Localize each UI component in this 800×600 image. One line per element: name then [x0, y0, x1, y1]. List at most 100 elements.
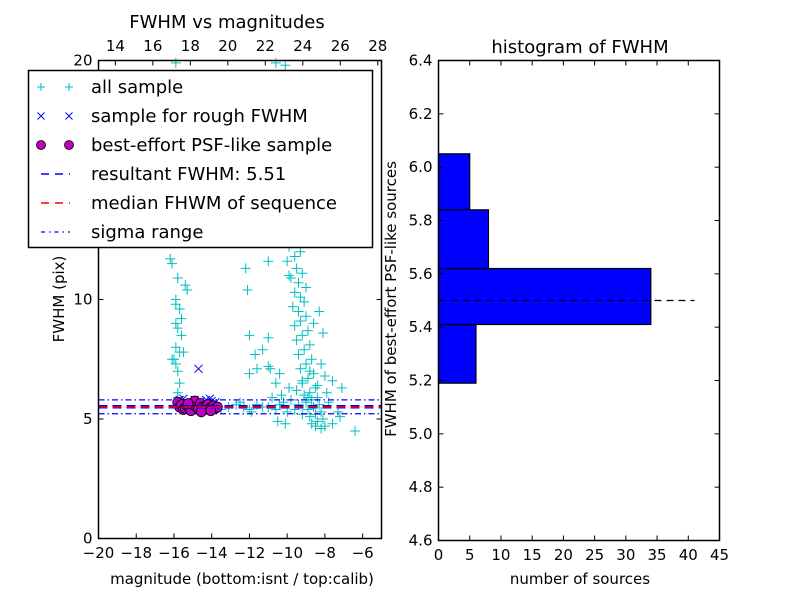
all-sample-point: [299, 344, 310, 355]
scatter-ytick-label: 20: [73, 52, 92, 70]
scatter-panel: FWHM vs magnitudes magnitude (bottom:isn…: [50, 12, 387, 588]
rough-sample-point: [194, 364, 203, 374]
scatter-top-tick-label: 20: [218, 37, 237, 55]
all-sample-point: [302, 392, 313, 403]
histogram-bar: [437, 267, 652, 326]
scatter-top-tick-label: 16: [143, 37, 162, 55]
all-sample-point: [310, 421, 321, 432]
scatter-xlabel: magnitude (bottom:isnt / top:calib): [110, 570, 374, 588]
all-sample-point: [295, 246, 306, 257]
legend-label: all sample: [91, 77, 183, 98]
histogram-ytick-label: 6.4: [409, 52, 433, 70]
scatter-top-tick-label: 24: [293, 37, 312, 55]
all-sample-point: [306, 354, 317, 365]
all-sample-point: [293, 277, 304, 288]
scatter-xtick-label: −8: [314, 544, 336, 562]
histogram-bar: [437, 209, 490, 270]
legend-label: median FHWM of sequence: [91, 193, 337, 214]
legend-plus-icon: [37, 83, 45, 91]
histogram-title: histogram of FWHM: [491, 37, 668, 58]
all-sample-point: [302, 325, 313, 336]
all-sample-point: [265, 363, 276, 374]
all-sample-point: [327, 418, 338, 429]
all-sample-point: [289, 320, 300, 331]
all-sample-point: [295, 363, 306, 374]
legend-circle-icon: [36, 140, 46, 150]
all-sample-point: [246, 406, 257, 417]
all-sample-point: [295, 316, 306, 327]
all-sample-point: [178, 347, 189, 358]
histogram-ytick-label: 4.8: [409, 478, 433, 496]
all-sample-point: [314, 399, 325, 410]
all-sample-point: [297, 375, 308, 386]
scatter-legend: all sample sample for rough FWHM best-effo…: [27, 69, 374, 249]
scatter-top-tick-label: 26: [331, 37, 350, 55]
all-sample-point: [291, 263, 302, 274]
histogram-ytick-label: 5.0: [409, 425, 433, 443]
all-sample-point: [321, 387, 332, 398]
all-sample-point: [304, 339, 315, 350]
histogram-panel: histogram of FWHM number of sources FWHM…: [382, 37, 729, 588]
all-sample-point: [297, 268, 308, 279]
histogram-xtick-label: 0: [434, 546, 444, 564]
histogram-xtick-label: 30: [616, 546, 635, 564]
all-sample-point: [302, 373, 313, 384]
all-sample-point: [304, 387, 315, 398]
legend-entry: resultant FWHM: 5.51: [41, 164, 286, 185]
all-sample-point: [316, 423, 327, 434]
histogram-ytick-label: 5.8: [409, 212, 433, 230]
all-sample-point: [284, 270, 295, 281]
all-sample-point: [172, 323, 183, 334]
all-sample-point: [312, 416, 323, 427]
all-sample-point: [308, 318, 319, 329]
legend-x-icon: [37, 112, 45, 120]
all-sample-point: [165, 253, 176, 264]
scatter-top-tick-label: 28: [368, 37, 387, 55]
scatter-xtick-label: −10: [271, 544, 303, 562]
legend-label: sigma range: [91, 222, 203, 243]
all-sample-point: [336, 382, 347, 393]
scatter-xtick-label: −14: [196, 544, 228, 562]
all-sample-point: [240, 263, 251, 274]
all-sample-point: [297, 330, 308, 341]
all-sample-point: [312, 380, 323, 391]
legend-x-icon: [65, 112, 73, 120]
histogram-xtick-label: 40: [679, 546, 698, 564]
all-sample-point: [350, 425, 361, 436]
all-sample-point: [302, 404, 313, 415]
all-sample-point: [250, 349, 261, 360]
scatter-xtick-label: −20: [83, 544, 115, 562]
all-sample-point: [316, 359, 327, 370]
all-sample-point: [301, 359, 312, 370]
all-sample-point: [276, 390, 287, 401]
histogram-ytick-label: 6.0: [409, 158, 433, 176]
all-sample-point: [267, 392, 278, 403]
all-sample-point: [244, 404, 255, 415]
histogram-xtick-label: 10: [491, 546, 510, 564]
all-sample-point: [304, 411, 315, 422]
scatter-xtick-label: −12: [234, 544, 266, 562]
scatter-xtick-label: −18: [120, 544, 152, 562]
histogram-ytick-label: 5.6: [409, 265, 433, 283]
histogram-xlabel: number of sources: [510, 570, 650, 588]
scatter-top-tick-label: 22: [256, 37, 275, 55]
legend-circle-icon: [64, 140, 74, 150]
all-sample-point: [167, 354, 178, 365]
all-sample-point: [270, 378, 281, 389]
histogram-xtick-label: 25: [585, 546, 604, 564]
all-sample-point: [293, 349, 304, 360]
scatter-top-tick-label: 14: [106, 37, 125, 55]
all-sample-point: [312, 392, 323, 403]
all-sample-point: [291, 335, 302, 346]
all-sample-point: [170, 318, 181, 329]
all-sample-point: [284, 382, 295, 393]
scatter-ytick-label: 0: [83, 530, 93, 548]
legend-label: sample for rough FWHM: [91, 106, 308, 127]
scatter-xtick-label: −16: [158, 544, 190, 562]
all-sample-point: [314, 306, 325, 317]
all-sample-point: [270, 57, 281, 68]
all-sample-point: [251, 363, 262, 374]
histogram-ytick-label: 6.2: [409, 105, 433, 123]
scatter-xtick-label: −6: [352, 544, 374, 562]
all-sample-point: [263, 332, 274, 343]
